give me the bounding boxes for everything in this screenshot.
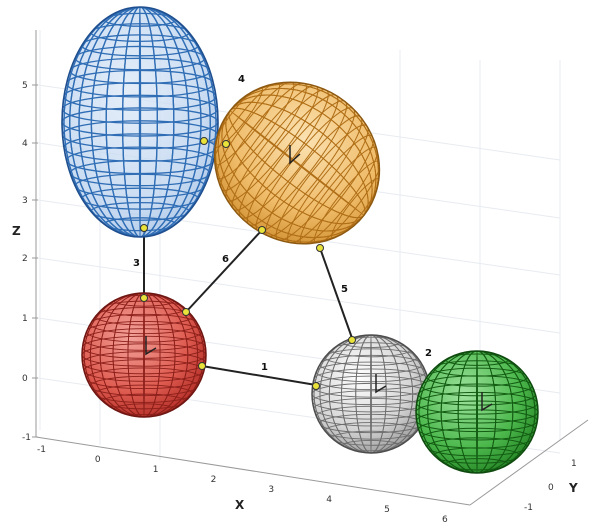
x-tick-label: 5: [384, 505, 390, 515]
link-label-5: 5: [341, 284, 348, 295]
z-axis-label: Z: [12, 224, 21, 238]
x-axis-label: X: [235, 498, 245, 512]
red-frame-icon: [145, 336, 157, 356]
z-tick-label: 1: [22, 314, 28, 324]
z-tick-label: 5: [22, 81, 28, 91]
green-frame-icon: [481, 392, 493, 412]
anchor-point: [348, 336, 356, 344]
orange-frame-icon: [289, 145, 301, 165]
anchor-point: [200, 137, 208, 145]
x-axis-ticks: -1 0 1 2 3 4 5 6: [37, 445, 448, 525]
x-tick-label: 6: [442, 515, 448, 525]
y-axis-ticks: -1 0 1: [524, 459, 577, 513]
y-axis-label: Y: [568, 481, 578, 495]
x-tick-label: 3: [268, 485, 274, 495]
link-label-1: 1: [261, 362, 268, 373]
link-label-6: 6: [222, 254, 229, 265]
link-label-2: 2: [425, 348, 432, 359]
red-sphere: [81, 292, 207, 418]
anchor-point: [312, 382, 320, 390]
anchor-point: [222, 140, 230, 148]
z-tick-label: 4: [22, 139, 28, 149]
anchor-point: [140, 294, 148, 302]
x-tick-label: 2: [211, 475, 217, 485]
x-tick-label: 4: [326, 495, 332, 505]
anchor-point: [258, 226, 266, 234]
blue-ellipsoid: [61, 6, 219, 238]
link-5-line: [319, 247, 353, 339]
x-tick-label: 1: [153, 465, 159, 475]
link-label-4: 4: [238, 74, 245, 85]
body-frame-glyphs: [145, 145, 493, 412]
anchor-points: [140, 137, 356, 390]
link-label-3: 3: [133, 258, 140, 269]
z-tick-label: -1: [22, 433, 31, 443]
link-1-line: [201, 365, 317, 386]
z-axis-ticks: -1 0 1 2 3 4 5: [22, 81, 38, 443]
anchor-point: [182, 308, 190, 316]
link-6-line: [185, 229, 263, 313]
y-tick-label: 0: [548, 483, 554, 493]
anchor-point: [140, 224, 148, 232]
orange-ellipsoid: [213, 81, 381, 245]
y-tick-label: 1: [571, 459, 577, 469]
z-tick-label: 0: [22, 374, 28, 384]
green-sphere: [415, 350, 539, 474]
axis-box: [35, 30, 589, 506]
x-tick-label: -1: [37, 445, 46, 455]
x-tick-label: 0: [95, 455, 101, 465]
y-tick-label: -1: [524, 503, 533, 513]
gray-sphere: [311, 334, 431, 454]
anchor-point: [316, 244, 324, 252]
z-tick-label: 2: [22, 254, 28, 264]
z-tick-label: 3: [22, 196, 28, 206]
gray-frame-icon: [375, 374, 387, 394]
anchor-point: [198, 362, 206, 370]
